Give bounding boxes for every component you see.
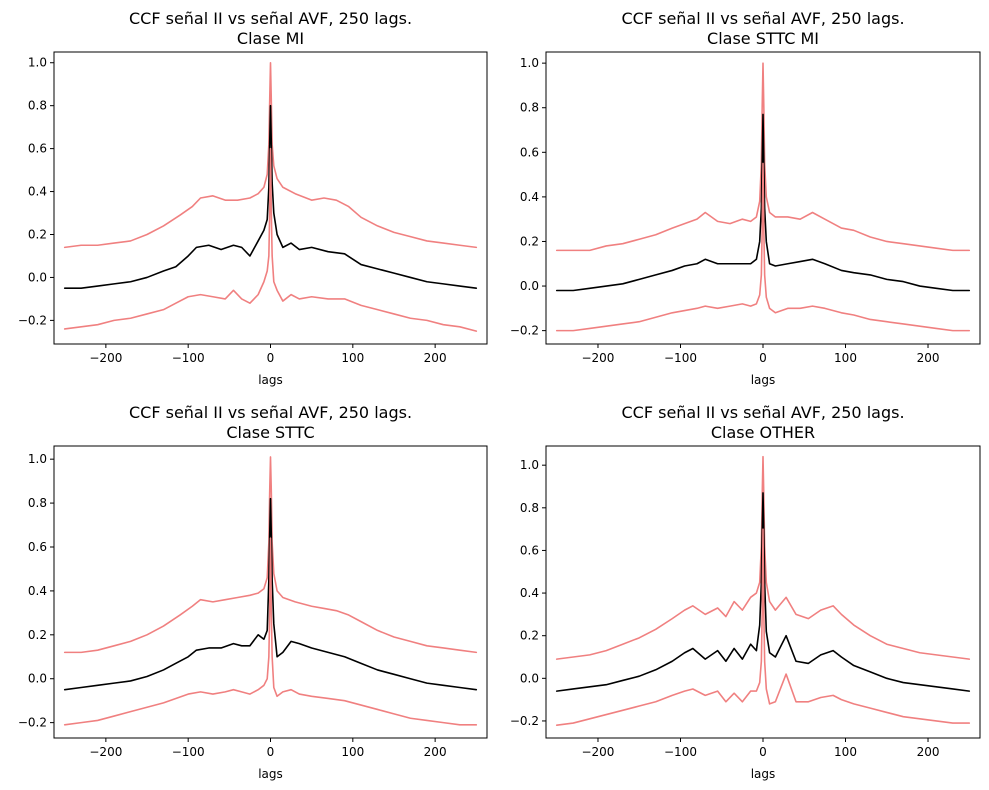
y-tick-label: 0.0 [28,672,47,686]
y-tick-label: 0.6 [520,145,539,159]
y-tick-label: 1.0 [520,56,539,70]
y-tick-label: 0.2 [28,628,47,642]
x-tick-label: 100 [834,745,857,759]
y-tick-label: 0.8 [28,496,47,510]
x-tick-label: −100 [664,745,697,759]
series-line-mean [555,113,971,292]
x-tick-label: 200 [917,351,940,365]
x-tick-label: −100 [172,351,205,365]
y-tick-label: −0.2 [18,313,47,327]
x-tick-label: 100 [341,745,364,759]
series-line-upper [63,61,478,249]
x-tick-label: 100 [834,351,857,365]
x-tick-label: −100 [664,351,697,365]
series-line-lower [555,528,971,727]
y-tick-label: 0.2 [520,234,539,248]
chart-subtitle: Clase STTC MI [707,29,819,48]
y-tick-label: 0.2 [28,228,47,242]
y-tick-label: 1.0 [520,458,539,472]
chart-panel-4: CCF señal II vs señal AVF, 250 lags.Clas… [510,403,981,781]
y-tick-label: 0.6 [520,543,539,557]
x-axis-label: lags [751,373,776,387]
series-line-mean [63,497,478,691]
y-tick-label: 0.0 [520,279,539,293]
y-tick-label: 0.0 [28,270,47,284]
series-line-mean [555,492,971,692]
chart-title: CCF señal II vs señal AVF, 250 lags. [129,403,412,422]
x-tick-label: 200 [917,745,940,759]
x-tick-label: −200 [89,745,122,759]
y-tick-label: 0.2 [520,629,539,643]
y-tick-label: −0.2 [510,714,539,728]
series-group [63,61,478,332]
chart-subtitle: Clase STTC [226,423,314,442]
series-line-lower [63,147,478,332]
chart-panel-2: CCF señal II vs señal AVF, 250 lags.Clas… [510,9,981,387]
series-line-lower [555,162,971,332]
chart-title: CCF señal II vs señal AVF, 250 lags. [621,9,904,28]
y-tick-label: 0.4 [520,190,539,204]
x-tick-label: 0 [267,351,275,365]
y-tick-label: 0.4 [28,185,47,199]
x-tick-label: 100 [341,351,364,365]
series-line-upper [555,62,971,252]
y-tick-label: 0.4 [520,586,539,600]
x-axis-label: lags [258,767,283,781]
series-group [555,455,971,727]
y-tick-label: 0.8 [520,101,539,115]
chart-subtitle: Clase OTHER [711,423,815,442]
chart-panel-3: CCF señal II vs señal AVF, 250 lags.Clas… [18,403,488,781]
series-group [555,62,971,332]
x-axis-label: lags [258,373,283,387]
chart-subtitle: Clase MI [237,29,304,48]
y-tick-label: 1.0 [28,56,47,70]
y-tick-label: 0.8 [28,99,47,113]
series-line-lower [63,537,478,726]
y-tick-label: 1.0 [28,452,47,466]
chart-title: CCF señal II vs señal AVF, 250 lags. [129,9,412,28]
x-tick-label: 0 [759,351,767,365]
y-tick-label: 0.8 [520,501,539,515]
y-tick-label: −0.2 [18,716,47,730]
series-line-mean [63,104,478,289]
series-group [63,456,478,726]
series-line-upper [63,456,478,654]
x-tick-label: 200 [424,351,447,365]
y-tick-label: 0.4 [28,584,47,598]
y-tick-label: 0.6 [28,540,47,554]
y-tick-label: 0.0 [520,671,539,685]
x-tick-label: 200 [424,745,447,759]
x-tick-label: −200 [581,351,614,365]
x-tick-label: −200 [89,351,122,365]
x-tick-label: 0 [759,745,767,759]
x-axis-label: lags [751,767,776,781]
x-tick-label: −200 [581,745,614,759]
chart-title: CCF señal II vs señal AVF, 250 lags. [621,403,904,422]
chart-panel-1: CCF señal II vs señal AVF, 250 lags.Clas… [18,9,488,387]
y-tick-label: 0.6 [28,142,47,156]
series-line-upper [555,455,971,660]
x-tick-label: 0 [267,745,275,759]
y-tick-label: −0.2 [510,324,539,338]
x-tick-label: −100 [172,745,205,759]
